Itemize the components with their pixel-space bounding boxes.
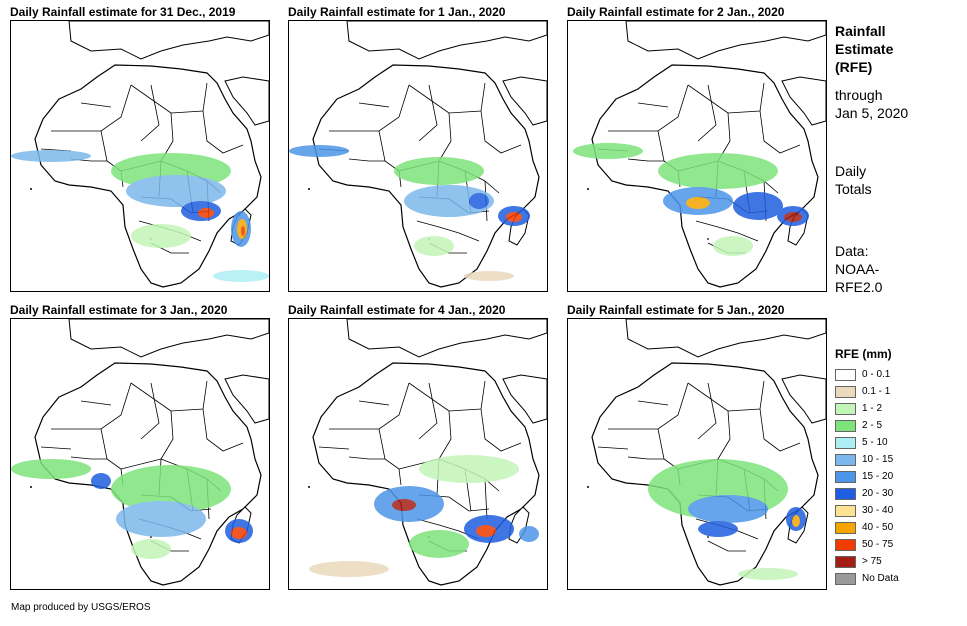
legend-item: > 75 [835,554,899,569]
legend-item: 20 - 30 [835,486,899,501]
panel-title: Daily Rainfall estimate for 1 Jan., 2020 [288,5,506,19]
legend-label: 30 - 40 [862,505,894,516]
sidebar-data-source: Data: NOAA- RFE2.0 [835,242,882,296]
legend-item: 30 - 40 [835,503,899,518]
legend-label: 50 - 75 [862,539,894,550]
map-panel-31-dec: Daily Rainfall estimate for 31 Dec., 201… [10,4,270,292]
rfe-legend: RFE (mm) 0 - 0.1 0.1 - 1 1 - 2 2 - 5 5 - 10 1… [835,347,899,588]
panel-title: Daily Rainfall estimate for 31 Dec., 201… [10,5,236,19]
rainfall-map [288,20,548,292]
legend-swatch [835,402,856,415]
legend-swatch [835,436,856,449]
legend-label: 15 - 20 [862,471,894,482]
legend-label: 40 - 50 [862,522,894,533]
title-line: (RFE) [835,59,873,75]
legend-item: 40 - 50 [835,520,899,535]
legend-label: No Data [862,573,899,584]
data-line: NOAA- [835,261,880,277]
panel-title: Daily Rainfall estimate for 3 Jan., 2020 [10,303,228,317]
panel-title: Daily Rainfall estimate for 5 Jan., 2020 [567,303,785,317]
legend-item: 15 - 20 [835,469,899,484]
legend-swatch [835,521,856,534]
sidebar-through: through Jan 5, 2020 [835,86,908,122]
legend-swatch [835,470,856,483]
legend-item: 0 - 0.1 [835,367,899,382]
legend-item: No Data [835,571,899,586]
through-line: through [835,87,883,103]
credit-text: Map produced by USGS/EROS [11,602,151,613]
legend-swatch [835,419,856,432]
legend-swatch [835,538,856,551]
legend-item: 1 - 2 [835,401,899,416]
map-panel-1-jan: Daily Rainfall estimate for 1 Jan., 2020 [288,4,548,292]
rainfall-map [10,318,270,590]
legend-swatch [835,504,856,517]
legend-label: 1 - 2 [862,403,883,414]
sidebar-title: Rainfall Estimate (RFE) [835,22,893,76]
data-line: RFE2.0 [835,279,883,295]
map-panel-4-jan: Daily Rainfall estimate for 4 Jan., 2020 [288,302,548,590]
rainfall-map [567,318,827,590]
legend-swatch [835,555,856,568]
title-line: Estimate [835,41,894,57]
legend-item: 10 - 15 [835,452,899,467]
legend-label: 0 - 0.1 [862,369,891,380]
legend-swatch [835,487,856,500]
legend-label: 20 - 30 [862,488,894,499]
map-panel-3-jan: Daily Rainfall estimate for 3 Jan., 2020 [10,302,270,590]
legend-label: 10 - 15 [862,454,894,465]
legend-label: 0.1 - 1 [862,386,891,397]
legend-swatch [835,368,856,381]
legend-swatch [835,385,856,398]
legend-label: > 75 [862,556,882,567]
map-panel-5-jan: Daily Rainfall estimate for 5 Jan., 2020 [567,302,827,590]
legend-item: 0.1 - 1 [835,384,899,399]
legend-item: 50 - 75 [835,537,899,552]
legend-item: 5 - 10 [835,435,899,450]
rainfall-map [567,20,827,292]
legend-title: RFE (mm) [835,347,892,361]
panel-title: Daily Rainfall estimate for 2 Jan., 2020 [567,5,785,19]
rainfall-map [10,20,270,292]
panel-title: Daily Rainfall estimate for 4 Jan., 2020 [288,303,506,317]
map-panel-2-jan: Daily Rainfall estimate for 2 Jan., 2020 [567,4,827,292]
rainfall-map [288,318,548,590]
through-date: Jan 5, 2020 [835,105,909,121]
totals-line: Totals [835,181,872,197]
legend-item: 2 - 5 [835,418,899,433]
data-line: Data: [835,243,869,259]
sidebar-totals: Daily Totals [835,162,872,198]
legend-swatch [835,453,856,466]
legend-label: 5 - 10 [862,437,888,448]
legend-swatch [835,572,856,585]
title-line: Rainfall [835,23,886,39]
legend-label: 2 - 5 [862,420,883,431]
totals-line: Daily [835,163,867,179]
